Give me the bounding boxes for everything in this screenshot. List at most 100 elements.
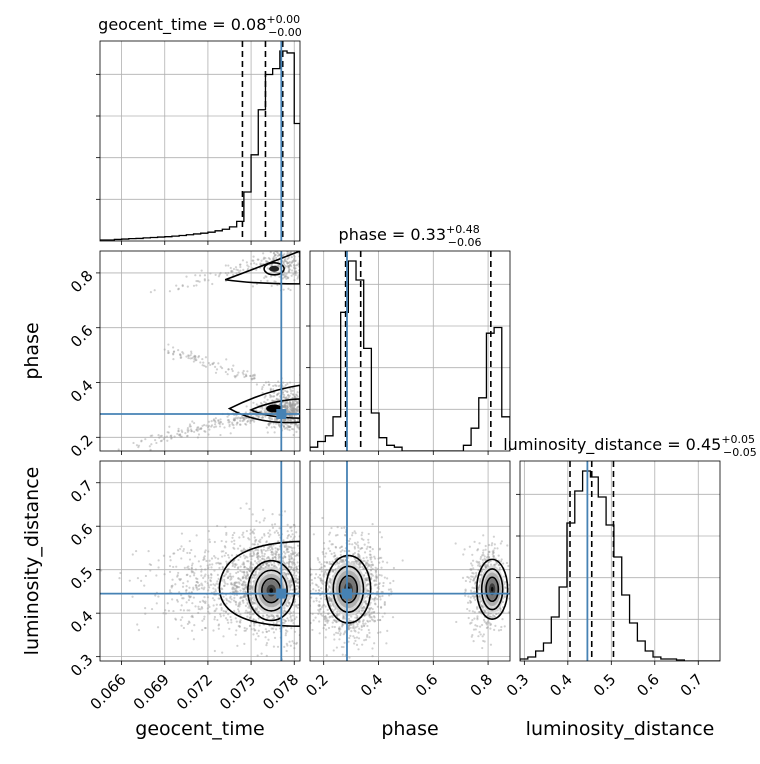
sample-point [254,543,256,545]
sample-point [207,607,209,609]
sample-point [228,556,230,558]
sample-point [217,419,219,421]
sample-point [271,418,273,420]
sample-point [171,579,173,581]
sample-point [329,550,331,552]
sample-point [314,577,316,579]
sample-point [168,426,170,428]
sample-point [220,366,222,368]
sample-point [287,262,289,264]
sample-point [277,646,279,648]
sample-point [366,548,368,550]
sample-point [319,604,321,606]
sample-point [311,629,313,631]
sample-point [361,532,363,534]
sample-point [209,560,211,562]
sample-point [307,625,309,627]
sample-point [216,619,218,621]
sample-point [297,402,299,404]
sample-point [241,583,243,585]
sample-point [301,421,303,423]
sample-point [185,601,187,603]
sample-point [226,570,228,572]
sample-point [234,563,236,565]
sample-point [297,395,299,397]
sample-point [358,637,360,639]
sample-point [304,561,306,563]
sample-point [294,411,296,413]
sample-point [185,590,187,592]
sample-point [344,632,346,634]
sample-point [213,570,215,572]
sample-point [312,619,314,621]
sample-point [340,554,342,556]
sample-point [214,609,216,611]
sample-point [315,536,317,538]
sample-point [305,588,307,590]
sample-point [254,560,256,562]
sample-point [204,274,206,276]
sample-point [302,579,304,581]
sample-point [177,600,179,602]
sample-point [351,543,353,545]
sample-point [306,575,308,577]
sample-point [181,604,183,606]
sample-point [304,600,306,602]
sample-point [235,634,237,636]
sample-point [226,619,228,621]
sample-point [267,549,269,551]
sample-point [222,567,224,569]
sample-point [203,618,205,620]
sample-point [485,545,487,547]
sample-point [178,430,180,432]
sample-point [324,565,326,567]
sample-point [500,560,502,562]
sample-point [376,598,378,600]
sample-point [292,403,294,405]
sample-point [380,567,382,569]
sample-point [267,431,269,433]
sample-point [238,583,240,585]
sample-point [311,563,313,565]
sample-point [258,568,260,570]
sample-point [343,615,345,617]
sample-point [354,546,356,548]
sample-point [171,598,173,600]
sample-point [166,440,168,442]
sample-point [343,642,345,644]
sample-point [217,558,219,560]
sample-point [242,596,244,598]
sample-point [283,562,285,564]
sample-point [272,615,274,617]
sample-point [364,544,366,546]
sample-point [193,431,195,433]
sample-point [193,422,195,424]
sample-point [306,572,308,574]
sample-point [377,632,379,634]
sample-point [286,401,288,403]
sample-point [338,562,340,564]
sample-point [182,285,184,287]
sample-point [382,585,384,587]
sample-point [190,596,192,598]
sample-point [290,535,292,537]
sample-point [303,560,305,562]
sample-point [344,550,346,552]
sample-point [264,410,266,412]
sample-point [488,544,490,546]
sample-point [382,561,384,563]
sample-point [232,364,234,366]
sample-point [250,420,252,422]
sample-point [207,589,209,591]
sample-point [227,373,229,375]
sample-point [307,415,309,417]
sample-point [203,365,205,367]
sample-point [274,384,276,386]
sample-point [315,616,317,618]
sample-point [216,580,218,582]
sample-point [340,632,342,634]
sample-point [197,606,199,608]
sample-point [234,419,236,421]
sample-point [265,550,267,552]
sample-point [285,273,287,275]
